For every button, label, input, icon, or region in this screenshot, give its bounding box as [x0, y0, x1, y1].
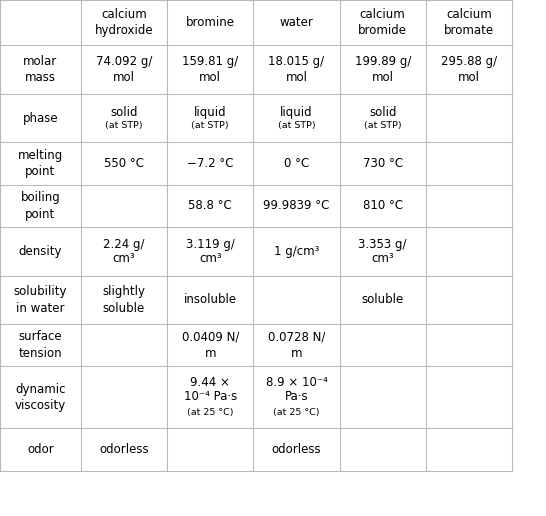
- Text: 1 g/cm³: 1 g/cm³: [274, 245, 319, 258]
- Text: (at STP): (at STP): [364, 121, 401, 130]
- Text: 9.44 ×: 9.44 ×: [190, 376, 230, 389]
- Text: (at STP): (at STP): [278, 121, 315, 130]
- Text: solid: solid: [369, 106, 396, 119]
- Text: calcium
bromide: calcium bromide: [358, 8, 407, 38]
- Text: (at STP): (at STP): [192, 121, 229, 130]
- Text: insoluble: insoluble: [183, 293, 237, 307]
- Text: molar
mass: molar mass: [23, 55, 57, 85]
- Text: 99.9839 °C: 99.9839 °C: [263, 199, 330, 213]
- Text: cm³: cm³: [371, 252, 394, 265]
- Text: phase: phase: [22, 111, 58, 125]
- Text: solid: solid: [110, 106, 138, 119]
- Text: boiling
point: boiling point: [21, 191, 60, 221]
- Text: soluble: soluble: [361, 293, 404, 307]
- Text: odorless: odorless: [99, 443, 149, 456]
- Text: density: density: [19, 245, 62, 258]
- Text: melting
point: melting point: [18, 149, 63, 179]
- Text: (at 25 °C): (at 25 °C): [273, 408, 320, 417]
- Text: solubility
in water: solubility in water: [14, 285, 67, 315]
- Text: −7.2 °C: −7.2 °C: [187, 157, 234, 170]
- Text: 2.24 g/: 2.24 g/: [103, 238, 145, 251]
- Text: calcium
bromate: calcium bromate: [444, 8, 494, 38]
- Text: 295.88 g/
mol: 295.88 g/ mol: [441, 55, 497, 85]
- Text: calcium
hydroxide: calcium hydroxide: [94, 8, 153, 38]
- Text: (at 25 °C): (at 25 °C): [187, 408, 234, 417]
- Text: liquid: liquid: [194, 106, 227, 119]
- Text: 0 °C: 0 °C: [284, 157, 309, 170]
- Text: odorless: odorless: [272, 443, 321, 456]
- Text: cm³: cm³: [199, 252, 222, 265]
- Text: 18.015 g/
mol: 18.015 g/ mol: [269, 55, 324, 85]
- Text: water: water: [280, 16, 313, 29]
- Text: liquid: liquid: [280, 106, 313, 119]
- Text: (at STP): (at STP): [105, 121, 143, 130]
- Text: 3.353 g/: 3.353 g/: [359, 238, 407, 251]
- Text: 159.81 g/
mol: 159.81 g/ mol: [182, 55, 239, 85]
- Text: 74.092 g/
mol: 74.092 g/ mol: [96, 55, 152, 85]
- Text: 199.89 g/
mol: 199.89 g/ mol: [354, 55, 411, 85]
- Text: 550 °C: 550 °C: [104, 157, 144, 170]
- Text: 810 °C: 810 °C: [363, 199, 403, 213]
- Text: bromine: bromine: [186, 16, 235, 29]
- Text: Pa·s: Pa·s: [284, 390, 308, 402]
- Text: odor: odor: [27, 443, 54, 456]
- Text: dynamic
viscosity: dynamic viscosity: [15, 382, 66, 412]
- Text: surface
tension: surface tension: [19, 330, 62, 360]
- Text: 10⁻⁴ Pa·s: 10⁻⁴ Pa·s: [183, 390, 237, 402]
- Text: 3.119 g/: 3.119 g/: [186, 238, 235, 251]
- Text: slightly
soluble: slightly soluble: [103, 285, 145, 315]
- Text: 8.9 × 10⁻⁴: 8.9 × 10⁻⁴: [265, 376, 328, 389]
- Text: cm³: cm³: [112, 252, 135, 265]
- Text: 0.0728 N/
m: 0.0728 N/ m: [268, 330, 325, 360]
- Text: 0.0409 N/
m: 0.0409 N/ m: [181, 330, 239, 360]
- Text: 730 °C: 730 °C: [363, 157, 403, 170]
- Text: 58.8 °C: 58.8 °C: [188, 199, 232, 213]
